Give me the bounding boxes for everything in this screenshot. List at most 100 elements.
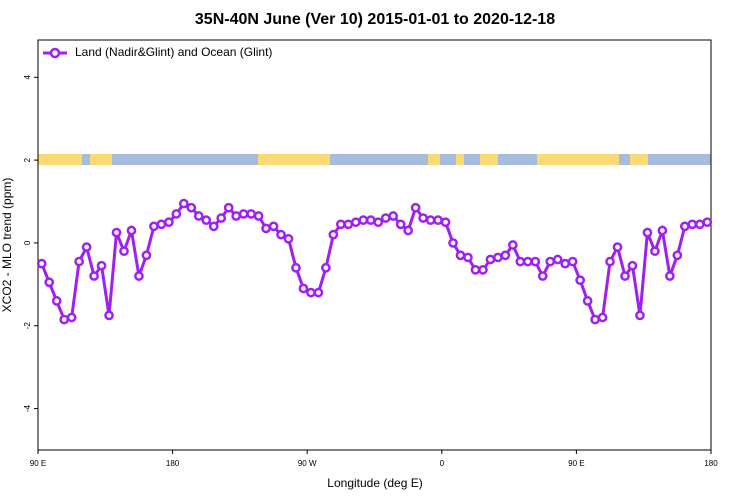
data-point — [500, 250, 511, 261]
data-point — [620, 271, 630, 281]
data-point — [388, 211, 399, 221]
data-point — [612, 242, 623, 252]
data-point — [298, 283, 309, 294]
data-point — [410, 202, 421, 213]
data-point — [246, 209, 256, 219]
data-point — [268, 221, 279, 232]
data-point — [223, 202, 234, 213]
land-band — [537, 154, 619, 165]
data-point — [575, 275, 585, 286]
land-band — [428, 154, 440, 165]
y-tick-label: -4 — [23, 404, 32, 412]
legend-label: Land (Nadir&Glint) and Ocean (Glint) — [75, 45, 272, 59]
data-point — [635, 310, 645, 321]
data-point — [208, 221, 219, 232]
y-tick-label: 4 — [23, 74, 32, 79]
ocean-band — [38, 154, 711, 165]
plot-frame — [37, 39, 712, 451]
legend-marker — [49, 47, 61, 59]
data-point — [425, 215, 436, 226]
land-band — [630, 154, 648, 165]
data-point — [328, 229, 339, 240]
data-point — [261, 223, 271, 234]
data-point — [537, 271, 548, 281]
data-point — [665, 271, 675, 281]
data-point — [66, 312, 77, 323]
data-point — [164, 217, 174, 228]
data-point — [119, 246, 129, 257]
data-point — [650, 246, 660, 257]
data-point — [448, 238, 458, 248]
land-band — [90, 154, 112, 165]
data-point — [567, 256, 578, 267]
land-band — [258, 154, 330, 165]
data-point — [433, 215, 443, 226]
data-point — [59, 314, 70, 325]
data-point — [178, 198, 189, 209]
y-tick-label: 0 — [23, 240, 32, 245]
x-tick-label: 90 E — [30, 459, 46, 468]
data-point — [186, 202, 197, 213]
data-point — [111, 227, 122, 238]
data-point — [455, 250, 466, 261]
data-point — [238, 209, 249, 219]
data-point — [694, 219, 705, 230]
data-point — [104, 310, 114, 321]
data-point — [418, 213, 428, 223]
x-tick-label: 0 — [440, 459, 445, 468]
data-point — [545, 256, 556, 267]
data-point — [96, 260, 107, 271]
data-point — [493, 252, 503, 263]
data-point — [463, 252, 473, 263]
data-point — [231, 211, 242, 221]
data-point — [657, 225, 668, 236]
data-point — [507, 240, 518, 250]
data-point — [193, 211, 204, 221]
data-point — [552, 254, 563, 265]
data-point — [440, 217, 451, 228]
data-point — [201, 215, 212, 226]
data-point — [403, 225, 413, 236]
data-point — [149, 221, 159, 232]
data-point — [358, 215, 369, 226]
data-point — [515, 256, 526, 267]
y-tick-label: 2 — [23, 157, 32, 162]
x-tick-label: 90 W — [298, 459, 317, 468]
data-point — [291, 262, 301, 273]
data-point — [89, 271, 99, 281]
data-point — [276, 229, 286, 240]
land-ocean-strip — [38, 154, 711, 165]
x-tick-label: 180 — [166, 459, 180, 468]
data-point — [672, 250, 683, 261]
data-point — [582, 296, 593, 306]
data-point — [253, 211, 264, 221]
data-point — [74, 256, 84, 267]
land-band — [456, 154, 464, 165]
data-point — [590, 314, 600, 325]
data-point — [380, 213, 391, 223]
data-point — [36, 258, 47, 269]
data-point — [156, 219, 167, 230]
data-point — [365, 215, 376, 226]
y-axis-label: XCO2 - MLO trend (ppm) — [0, 178, 14, 313]
data-point — [350, 217, 361, 228]
data-point — [141, 250, 152, 261]
data-point — [470, 264, 481, 275]
data-point — [485, 254, 496, 265]
data-point — [642, 227, 653, 238]
data-point — [560, 258, 571, 269]
data-point — [313, 287, 324, 298]
data-point — [373, 217, 384, 228]
data-point — [395, 219, 406, 230]
data-point — [597, 312, 608, 323]
y-tick-label: -2 — [23, 322, 32, 330]
x-tick-label: 180 — [704, 459, 718, 468]
data-point — [44, 277, 55, 288]
data-point — [522, 256, 533, 267]
data-point — [51, 296, 62, 306]
chart-title: 35N-40N June (Ver 10) 2015-01-01 to 2020… — [195, 11, 555, 28]
data-point — [702, 217, 713, 228]
legend: Land (Nadir&Glint) and Ocean (Glint) — [43, 45, 272, 59]
